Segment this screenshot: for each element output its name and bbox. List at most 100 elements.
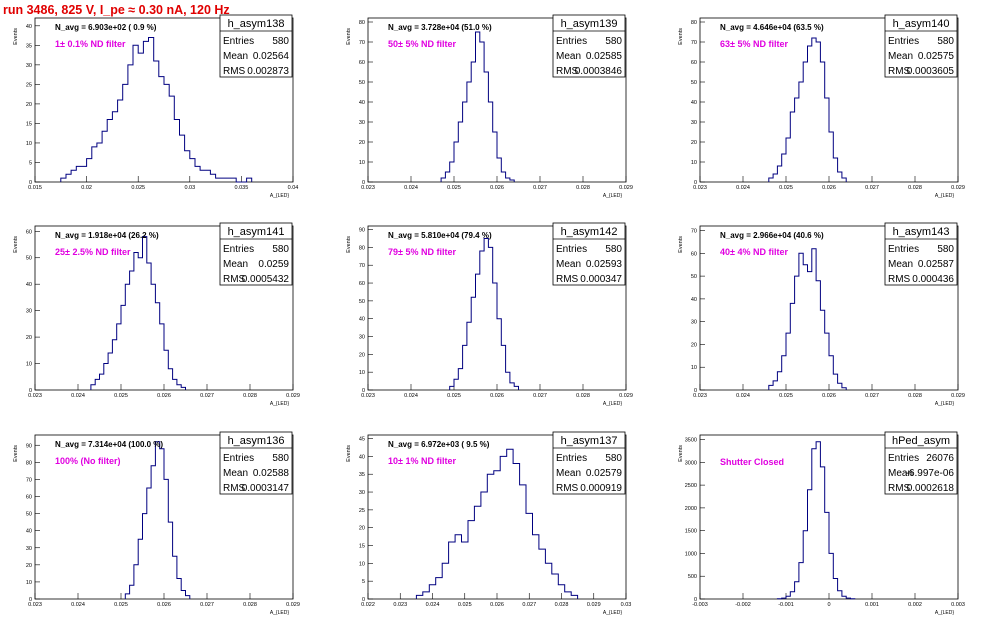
histogram-bin xyxy=(842,178,846,182)
n-avg-label: N_avg = 3.728e+04 (51.0 %) xyxy=(388,23,492,32)
x-tick-label: 0.026 xyxy=(157,393,171,399)
y-tick-label: 30 xyxy=(359,120,365,126)
stat-label-rms: RMS xyxy=(888,274,911,285)
x-tick-label: 0.024 xyxy=(404,393,418,399)
histogram-series xyxy=(440,31,515,182)
x-tick-label: 0.029 xyxy=(619,393,633,399)
y-tick-label: 25 xyxy=(26,82,32,88)
histogram-bin xyxy=(121,305,125,390)
histogram-bin xyxy=(442,563,448,599)
histogram-bin xyxy=(210,174,215,182)
histogram-bin xyxy=(138,539,142,599)
y-tick-label: 3000 xyxy=(685,460,697,466)
histogram-bin xyxy=(151,466,155,599)
x-tick-label: 0.023 xyxy=(693,393,707,399)
y-tick-label: 90 xyxy=(26,443,32,449)
histogram-bin xyxy=(825,333,829,390)
histogram-bin xyxy=(164,84,169,182)
histogram-bin xyxy=(102,131,107,182)
histogram-bin xyxy=(476,274,480,390)
histogram-bin xyxy=(174,120,179,182)
x-tick-label: 0.025 xyxy=(779,185,793,191)
histogram-bin xyxy=(117,324,121,390)
histogram-bin xyxy=(138,53,143,182)
histogram-bin xyxy=(471,62,475,182)
x-tick-label: 0.023 xyxy=(28,602,42,608)
y-axis-label: Events xyxy=(13,236,19,253)
x-tick-label: 0.001 xyxy=(865,602,879,608)
y-axis-label: Events xyxy=(678,236,684,253)
y-tick-label: 15 xyxy=(359,544,365,550)
histogram-bin xyxy=(488,102,492,182)
x-tick-label: 0.023 xyxy=(28,393,42,399)
stat-label-entries: Entries xyxy=(888,36,919,47)
x-tick-label: 0.027 xyxy=(533,185,547,191)
histogram-bin xyxy=(155,442,159,599)
stat-value-rms: 0.0003147 xyxy=(242,483,290,494)
y-tick-label: 30 xyxy=(26,546,32,552)
histogram-bin xyxy=(169,96,174,182)
y-tick-label: 50 xyxy=(691,274,697,280)
histogram-panel-h_asym141: 0 10 20 30 40 50 60 0.023 0.024 0.025 0.026 0.027 0.… xyxy=(13,222,300,407)
histogram-bin xyxy=(500,456,506,599)
histogram-bin xyxy=(173,379,177,390)
histogram-name: h_asym142 xyxy=(561,226,618,238)
x-tick-label: 0.025 xyxy=(447,393,461,399)
histogram-panel-h_asym143: 0 10 20 30 40 50 60 70 0.023 0.024 0.025 0.026 0.027… xyxy=(678,222,965,407)
y-tick-label: 60 xyxy=(26,495,32,501)
y-tick-label: 2500 xyxy=(685,483,697,489)
x-tick-label: 0.024 xyxy=(736,185,750,191)
histogram-bin xyxy=(179,135,184,182)
x-tick-label: 0.015 xyxy=(28,185,42,191)
y-axis-label: Events xyxy=(678,28,684,45)
histogram-bin xyxy=(87,159,92,182)
histogram-bin xyxy=(160,324,164,390)
histogram-bin xyxy=(108,353,112,390)
histogram-bin xyxy=(480,42,484,182)
histogram-bin xyxy=(61,178,66,182)
x-tick-label: 0.022 xyxy=(361,602,375,608)
histogram-bin xyxy=(829,356,833,390)
histogram-bin xyxy=(462,542,468,599)
histogram-bin xyxy=(104,364,108,390)
histogram-series xyxy=(768,37,847,182)
histogram-bin xyxy=(138,258,142,390)
histogram-bin xyxy=(769,178,773,182)
x-tick-label: 0.027 xyxy=(200,602,214,608)
histogram-bin xyxy=(795,582,799,599)
y-tick-label: 0 xyxy=(362,388,365,394)
histogram-bin xyxy=(164,350,168,390)
stat-label-entries: Entries xyxy=(223,36,254,47)
y-tick-label: 70 xyxy=(359,40,365,46)
histogram-bin xyxy=(799,563,803,599)
x-tick-label: 0.027 xyxy=(865,185,879,191)
histogram-bin xyxy=(181,590,185,599)
y-tick-label: 50 xyxy=(359,299,365,305)
histogram-bin xyxy=(506,372,510,390)
histogram-bin xyxy=(493,132,497,182)
histogram-bin xyxy=(160,449,164,599)
histogram-bin xyxy=(450,162,454,182)
x-tick-label: 0.027 xyxy=(200,393,214,399)
stats-box xyxy=(552,431,626,495)
plot-frame xyxy=(34,17,294,183)
x-tick-label: 0.029 xyxy=(587,602,601,608)
stat-label-rms: RMS xyxy=(223,66,246,77)
histogram-bin xyxy=(455,535,461,599)
x-tick-label: 0.029 xyxy=(951,185,965,191)
histogram-bin xyxy=(795,276,799,390)
x-axis-label: A_{LED} xyxy=(935,401,955,407)
histogram-bin xyxy=(467,82,471,182)
histogram-bin xyxy=(782,356,786,390)
histogram-bin xyxy=(221,178,226,182)
histogram-bin xyxy=(130,585,134,599)
x-tick-label: -0.002 xyxy=(735,602,751,608)
histogram-bin xyxy=(488,247,492,390)
histogram-bin xyxy=(468,521,474,599)
y-tick-label: 0 xyxy=(29,180,32,186)
x-tick-label: -0.001 xyxy=(778,602,794,608)
y-axis-label: Events xyxy=(346,236,352,253)
histogram-series xyxy=(415,448,579,599)
x-tick-label: 0.025 xyxy=(114,393,128,399)
